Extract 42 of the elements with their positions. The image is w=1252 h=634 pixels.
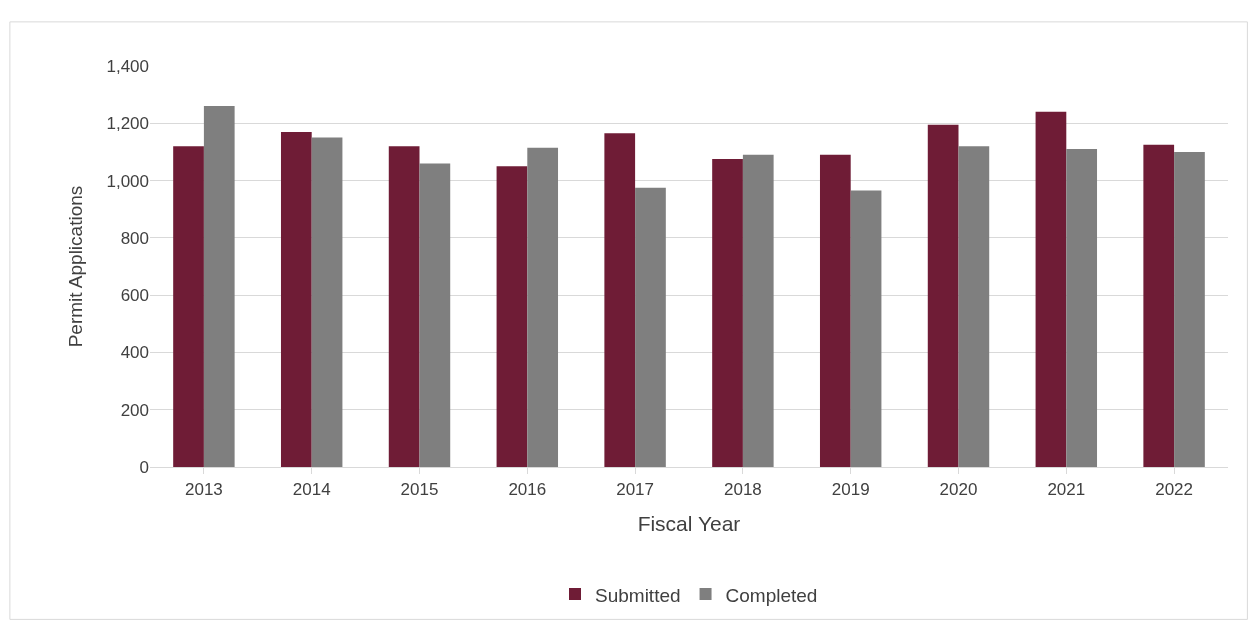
y-tick-label: 1,200 — [106, 114, 149, 134]
bar — [712, 159, 743, 467]
legend-label: Submitted — [595, 584, 681, 606]
bar — [635, 187, 666, 467]
x-tick-label: 2021 — [1047, 479, 1086, 499]
y-tick-label: 200 — [120, 400, 149, 420]
bar — [311, 137, 343, 467]
bar — [1066, 149, 1098, 467]
x-tick-label: 2016 — [508, 479, 547, 499]
bar — [742, 154, 774, 467]
y-tick-label: 600 — [120, 286, 149, 306]
bar — [850, 190, 882, 467]
x-tick-label: 2015 — [400, 479, 439, 499]
y-axis-title: Permit Applications — [65, 185, 87, 348]
bar — [419, 163, 451, 467]
bar — [819, 154, 851, 467]
bar — [203, 106, 235, 467]
bar — [1174, 151, 1205, 467]
bar — [173, 146, 204, 467]
bar — [527, 147, 559, 467]
y-tick-label: 1,000 — [106, 171, 149, 191]
x-tick-label: 2019 — [831, 479, 870, 499]
bar — [927, 124, 959, 467]
x-tick-label: 2018 — [723, 479, 762, 499]
x-axis-title: Fiscal Year — [637, 511, 741, 535]
bar — [1035, 111, 1067, 467]
x-tick-label: 2020 — [939, 479, 978, 499]
bar — [958, 146, 990, 467]
y-tick-label: 1,400 — [106, 56, 149, 76]
y-tick-label: 800 — [120, 228, 149, 248]
bar — [496, 166, 528, 467]
bar — [388, 146, 420, 467]
x-tick-label: 2014 — [292, 479, 331, 499]
bar — [604, 133, 636, 467]
x-tick-label: 2013 — [184, 479, 223, 499]
y-tick-label: 0 — [139, 457, 149, 477]
x-tick-label: 2017 — [616, 479, 655, 499]
x-tick-label: 2022 — [1155, 479, 1194, 499]
legend-label: Completed — [725, 584, 818, 606]
bar — [1143, 144, 1175, 467]
y-tick-label: 400 — [120, 343, 149, 363]
bar — [280, 131, 312, 467]
